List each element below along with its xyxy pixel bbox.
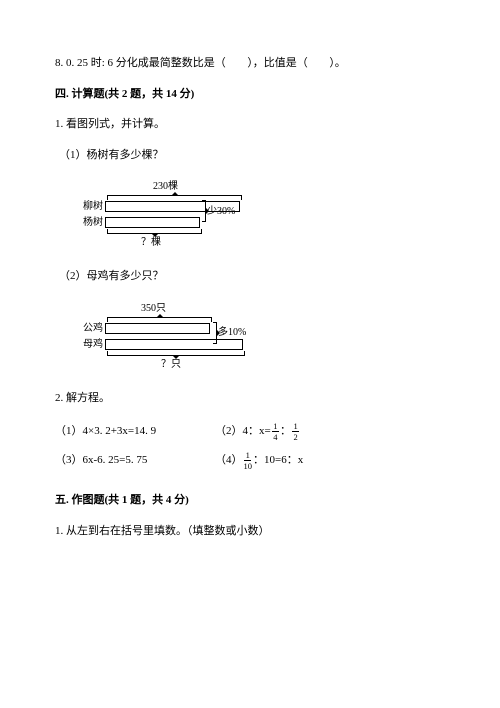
eq4: （4） 1 10 ：10=6：x [215, 451, 303, 470]
fraction: 1 10 [244, 451, 253, 470]
diag1-side: 少30% [207, 204, 235, 219]
eq3: （3）6x-6. 25=5. 75 [55, 451, 215, 470]
brace-side-icon [202, 200, 206, 222]
eq-row-2: （3）6x-6. 25=5. 75 （4） 1 10 ：10=6：x [55, 451, 445, 470]
eq1: （1）4×3. 2+3x=14. 9 [55, 422, 215, 441]
brace-bottom-icon [107, 351, 245, 356]
q8-a: 8. 0. 25 时: 6 分化成最简整数比是（ [55, 57, 226, 69]
diag2-row1: 公鸡 [75, 321, 445, 336]
q8-c: ）。 [329, 57, 346, 69]
bar [105, 323, 210, 334]
diag1-row1-label: 柳树 [75, 199, 103, 214]
section4-q1: 1. 看图列式，并计算。 [55, 116, 445, 133]
eq4-post: ：10=6：x [253, 452, 303, 469]
diag1-bottom: ？棵 [141, 235, 445, 250]
section5-title: 五. 作图题(共 1 题，共 4 分) [55, 492, 445, 509]
q8: 8. 0. 25 时: 6 分化成最简整数比是（ ），比值是（ ）。 [55, 55, 445, 72]
diag2-row2: 母鸡 多10% [75, 337, 445, 352]
diag1-row1: 柳树 [75, 199, 445, 214]
eq2-pre: （2）4：x= [215, 423, 271, 440]
eq-row-1: （1）4×3. 2+3x=14. 9 （2）4：x= 1 4 ： 1 2 [55, 422, 445, 441]
diag2-top: 350只 [141, 301, 445, 316]
diag2-bottom: ？只 [161, 357, 445, 372]
section4-q2: 2. 解方程。 [55, 390, 445, 407]
bar [105, 217, 200, 228]
q8-b: ），比值是（ [247, 57, 308, 69]
side-indicator: 多10% [213, 322, 246, 344]
diag2-row2-label: 母鸡 [75, 337, 103, 352]
diagram-trees: 230棵 柳树 杨树 少30% ？棵 [75, 179, 445, 250]
diag2-side: 多10% [218, 325, 246, 340]
diag1-row2-label: 杨树 [75, 215, 103, 230]
eq2: （2）4：x= 1 4 ： 1 2 [215, 422, 300, 441]
diag1-row2: 杨树 少30% [75, 215, 445, 230]
section4-q1-1: （1）杨树有多少棵？ [59, 147, 445, 164]
section5-q1: 1. 从左到右在括号里填数。（填整数或小数） [55, 523, 445, 540]
brace-bottom-icon [107, 229, 202, 234]
diagram-chickens: 350只 公鸡 母鸡 多10% ？只 [75, 301, 445, 372]
section4-q1-2: （2）母鸡有多少只？ [59, 268, 445, 285]
eq4-pre: （4） [215, 452, 243, 469]
fraction: 1 4 [272, 422, 279, 441]
brace-side-icon [213, 322, 217, 344]
diag2-row1-label: 公鸡 [75, 321, 103, 336]
side-indicator: 少30% [202, 200, 235, 222]
fraction: 1 2 [292, 422, 299, 441]
diag1-top: 230棵 [153, 179, 445, 194]
eq2-mid: ： [280, 423, 291, 440]
section4-title: 四. 计算题(共 2 题，共 14 分) [55, 86, 445, 103]
